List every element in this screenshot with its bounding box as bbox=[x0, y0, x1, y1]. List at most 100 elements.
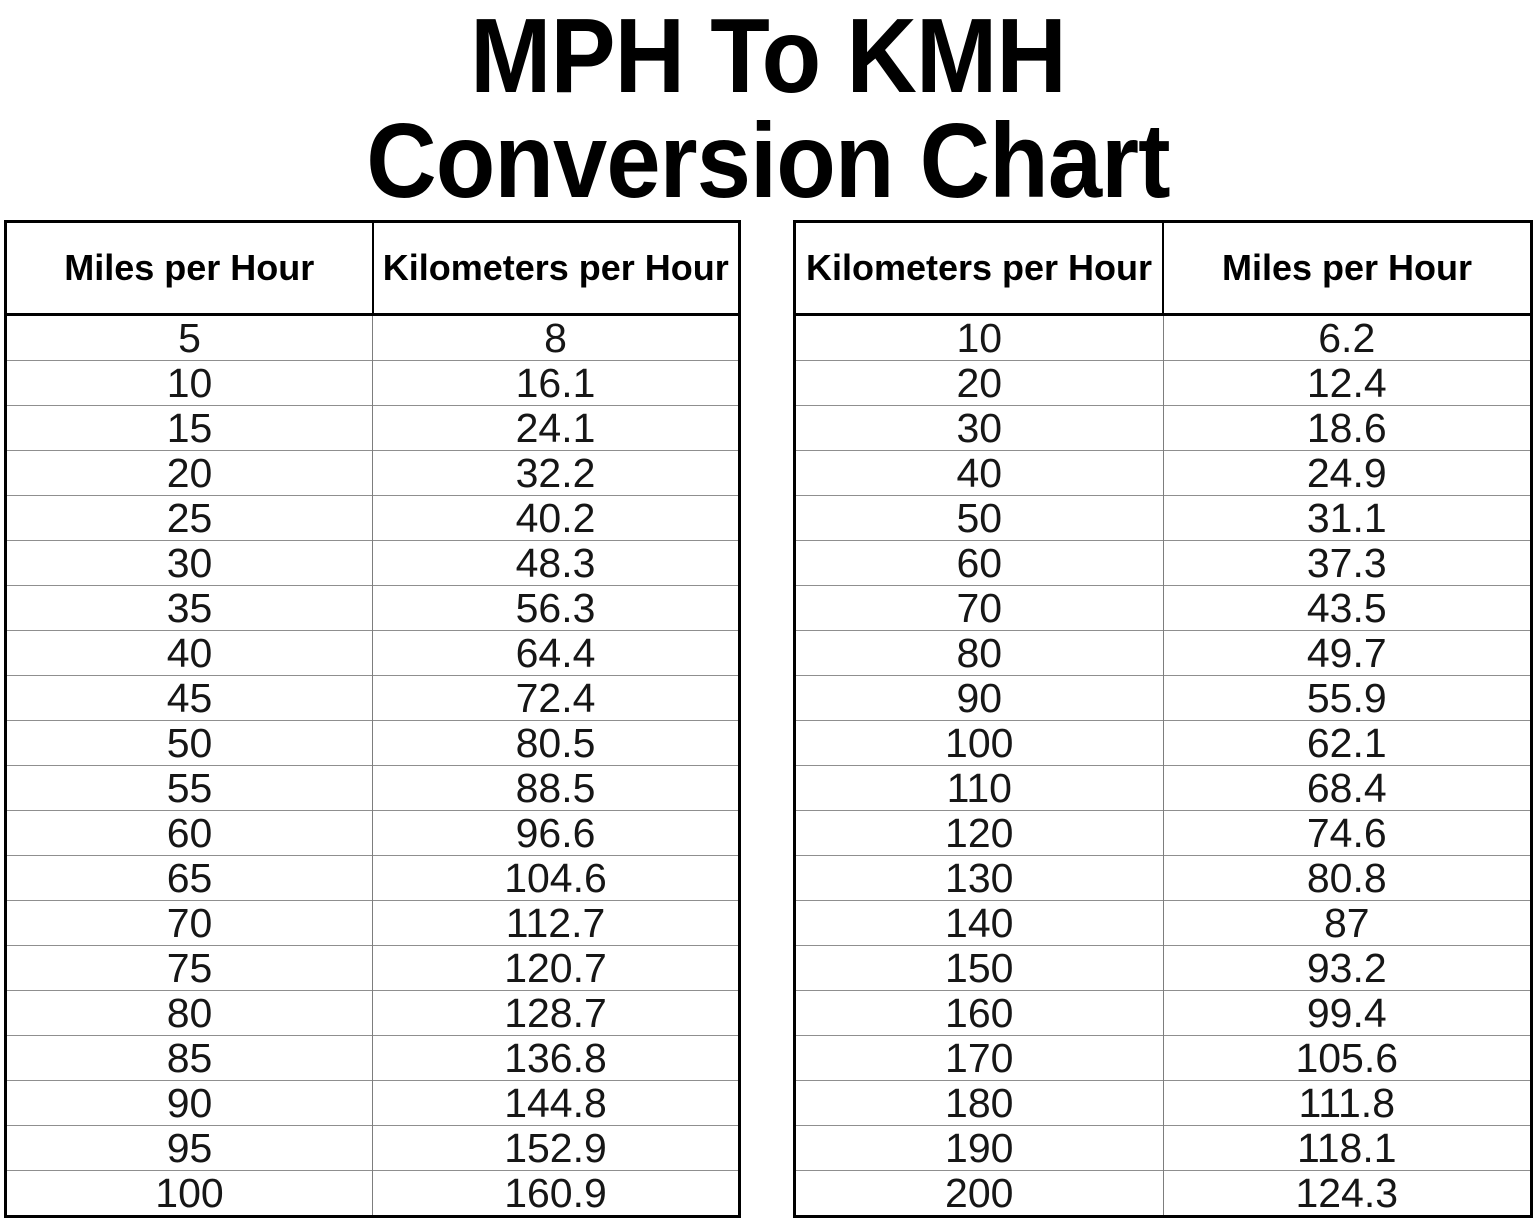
table-cell: 80.5 bbox=[372, 720, 740, 766]
table-cell: 140 bbox=[794, 900, 1164, 946]
table-cell: 96.6 bbox=[372, 810, 740, 856]
table-cell: 15 bbox=[5, 405, 373, 451]
page-title-line-2: Conversion Chart bbox=[366, 102, 1170, 220]
table-cell: 170 bbox=[794, 1035, 1164, 1081]
table-cell: 75 bbox=[5, 945, 373, 991]
table-cell: 32.2 bbox=[372, 450, 740, 496]
table-cell: 16.1 bbox=[372, 360, 740, 406]
table-cell: 60 bbox=[5, 810, 373, 856]
table-cell: 124.3 bbox=[1163, 1170, 1532, 1217]
table-cell: 120 bbox=[794, 810, 1164, 856]
column-header-miles-per-hour: Miles per Hour bbox=[1163, 221, 1532, 316]
table-row: 80 49.7 bbox=[794, 630, 1532, 676]
table-row: 120 74.6 bbox=[794, 810, 1532, 856]
table-cell: 68.4 bbox=[1163, 765, 1532, 811]
table-cell: 20 bbox=[5, 450, 373, 496]
table-cell: 118.1 bbox=[1163, 1125, 1532, 1171]
table-cell: 144.8 bbox=[372, 1080, 740, 1126]
table-cell: 37.3 bbox=[1163, 540, 1532, 586]
table-cell: 128.7 bbox=[372, 990, 740, 1036]
table-row: 10 16.1 bbox=[5, 360, 740, 406]
table-cell: 111.8 bbox=[1163, 1080, 1532, 1126]
header-row: Miles per Hour Kilometers per Hour bbox=[5, 221, 740, 316]
table-row: 100 62.1 bbox=[794, 720, 1532, 766]
table-cell: 24.9 bbox=[1163, 450, 1532, 496]
table-cell: 25 bbox=[5, 495, 373, 541]
header-row: Kilometers per Hour Miles per Hour bbox=[794, 221, 1532, 316]
table-row: 15 24.1 bbox=[5, 405, 740, 451]
table-cell: 112.7 bbox=[372, 900, 740, 946]
table-cell: 55 bbox=[5, 765, 373, 811]
table-body: 5 8 10 16.1 15 24.1 20 32.2 25 40.2 30 48.3 35 56.3 40… bbox=[5, 314, 740, 1217]
table-cell: 10 bbox=[794, 314, 1164, 361]
table-cell: 5 bbox=[5, 314, 373, 361]
table-cell: 90 bbox=[794, 675, 1164, 721]
table-cell: 105.6 bbox=[1163, 1035, 1532, 1081]
table-row: 20 32.2 bbox=[5, 450, 740, 496]
table-cell: 48.3 bbox=[372, 540, 740, 586]
table-row: 150 93.2 bbox=[794, 945, 1532, 991]
table-cell: 18.6 bbox=[1163, 405, 1532, 451]
table-row: 200 124.3 bbox=[794, 1170, 1532, 1217]
table-cell: 80.8 bbox=[1163, 855, 1532, 901]
table-row: 75 120.7 bbox=[5, 945, 740, 991]
table-row: 170 105.6 bbox=[794, 1035, 1532, 1081]
table-cell: 50 bbox=[5, 720, 373, 766]
table-row: 70 112.7 bbox=[5, 900, 740, 946]
table-cell: 49.7 bbox=[1163, 630, 1532, 676]
table-cell: 43.5 bbox=[1163, 585, 1532, 631]
table-cell: 6.2 bbox=[1163, 314, 1532, 361]
table-cell: 70 bbox=[5, 900, 373, 946]
mph-to-kmh-table: Miles per Hour Kilometers per Hour 5 8 10 1… bbox=[4, 220, 741, 1218]
table-row: 60 37.3 bbox=[794, 540, 1532, 586]
table-cell: 31.1 bbox=[1163, 495, 1532, 541]
table-row: 50 31.1 bbox=[794, 495, 1532, 541]
table-cell: 100 bbox=[794, 720, 1164, 766]
table-row: 30 48.3 bbox=[5, 540, 740, 586]
column-header-miles-per-hour: Miles per Hour bbox=[5, 221, 374, 316]
page-title: MPH To KMH Conversion Chart bbox=[61, 0, 1474, 220]
table-cell: 200 bbox=[794, 1170, 1164, 1217]
table-row: 80 128.7 bbox=[5, 990, 740, 1036]
table-row: 190 118.1 bbox=[794, 1125, 1532, 1171]
kmh-to-mph-table: Kilometers per Hour Miles per Hour 10 6.2… bbox=[793, 220, 1533, 1218]
table-cell: 20 bbox=[794, 360, 1164, 406]
table-row: 60 96.6 bbox=[5, 810, 740, 856]
table-cell: 8 bbox=[372, 314, 740, 361]
table-cell: 40 bbox=[5, 630, 373, 676]
table-cell: 30 bbox=[794, 405, 1164, 451]
table-row: 55 88.5 bbox=[5, 765, 740, 811]
table-cell: 88.5 bbox=[372, 765, 740, 811]
table-cell: 95 bbox=[5, 1125, 373, 1171]
table-body: 10 6.2 20 12.4 30 18.6 40 24.9 50 31.1 60 37.3 70 43.… bbox=[794, 314, 1532, 1217]
table-row: 70 43.5 bbox=[794, 585, 1532, 631]
table-cell: 60 bbox=[794, 540, 1164, 586]
table-row: 10 6.2 bbox=[794, 314, 1532, 361]
table-row: 140 87 bbox=[794, 900, 1532, 946]
table-cell: 10 bbox=[5, 360, 373, 406]
table-row: 110 68.4 bbox=[794, 765, 1532, 811]
table-cell: 72.4 bbox=[372, 675, 740, 721]
table-cell: 80 bbox=[794, 630, 1164, 676]
table-row: 30 18.6 bbox=[794, 405, 1532, 451]
table-row: 180 111.8 bbox=[794, 1080, 1532, 1126]
table-cell: 104.6 bbox=[372, 855, 740, 901]
table-cell: 99.4 bbox=[1163, 990, 1532, 1036]
table-cell: 130 bbox=[794, 855, 1164, 901]
table-cell: 65 bbox=[5, 855, 373, 901]
column-header-kilometers-per-hour: Kilometers per Hour bbox=[372, 221, 740, 316]
table-cell: 24.1 bbox=[372, 405, 740, 451]
table-cell: 74.6 bbox=[1163, 810, 1532, 856]
table-cell: 136.8 bbox=[372, 1035, 740, 1081]
table-cell: 150 bbox=[794, 945, 1164, 991]
table-cell: 180 bbox=[794, 1080, 1164, 1126]
table-cell: 80 bbox=[5, 990, 373, 1036]
table-row: 40 64.4 bbox=[5, 630, 740, 676]
table-cell: 160 bbox=[794, 990, 1164, 1036]
table-cell: 12.4 bbox=[1163, 360, 1532, 406]
table-cell: 40.2 bbox=[372, 495, 740, 541]
table-row: 25 40.2 bbox=[5, 495, 740, 541]
table-cell: 50 bbox=[794, 495, 1164, 541]
